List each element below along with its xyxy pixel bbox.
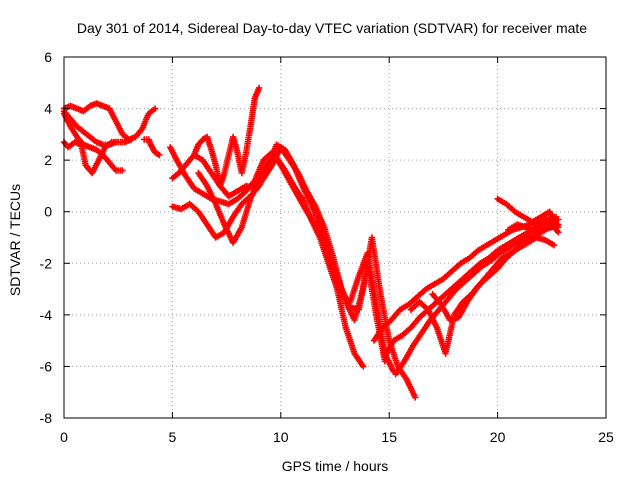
data-point [412, 394, 419, 401]
series-track-10 [195, 154, 367, 370]
series-track-4 [60, 136, 135, 177]
series-track-13 [392, 224, 555, 378]
x-axis-label: GPS time / hours [282, 458, 389, 474]
y-tick-label: -6 [40, 358, 53, 374]
series-track-17 [505, 221, 562, 236]
data-point [360, 363, 367, 370]
series-track-15 [429, 234, 558, 324]
axis-ticks: 0 5 10 15 20 25 -8 -6 -4 -2 0 2 4 6 [40, 49, 614, 445]
y-tick-label: 6 [44, 49, 52, 65]
data-point [128, 136, 135, 143]
x-tick-label: 25 [598, 429, 614, 445]
y-tick-label: 4 [44, 101, 52, 117]
y-tick-label: 2 [44, 152, 52, 168]
x-tick-label: 10 [273, 429, 289, 445]
series-track-1 [60, 100, 159, 143]
series-track-9 [190, 84, 263, 190]
series-track-16 [494, 195, 562, 231]
x-tick-label: 0 [60, 429, 68, 445]
data-point [550, 242, 558, 249]
y-axis-label: SDTVAR / TECUs [7, 184, 23, 296]
data-point [156, 151, 163, 159]
chart-title: Day 301 of 2014, Sidereal Day-to-day VTE… [77, 20, 587, 36]
y-tick-label: -8 [40, 410, 53, 426]
plot-frame [63, 56, 607, 419]
x-tick-label: 20 [490, 429, 506, 445]
y-tick-label: -4 [40, 307, 53, 323]
x-tick-label: 15 [381, 429, 397, 445]
data-point [255, 84, 263, 92]
y-tick-label: 0 [44, 204, 52, 220]
series-track-5 [141, 136, 163, 159]
data-point [555, 229, 562, 236]
data-point [119, 167, 126, 174]
data-points [60, 84, 562, 401]
data-point [151, 105, 159, 112]
x-tick-label: 5 [169, 429, 177, 445]
y-tick-label: -2 [40, 255, 53, 271]
